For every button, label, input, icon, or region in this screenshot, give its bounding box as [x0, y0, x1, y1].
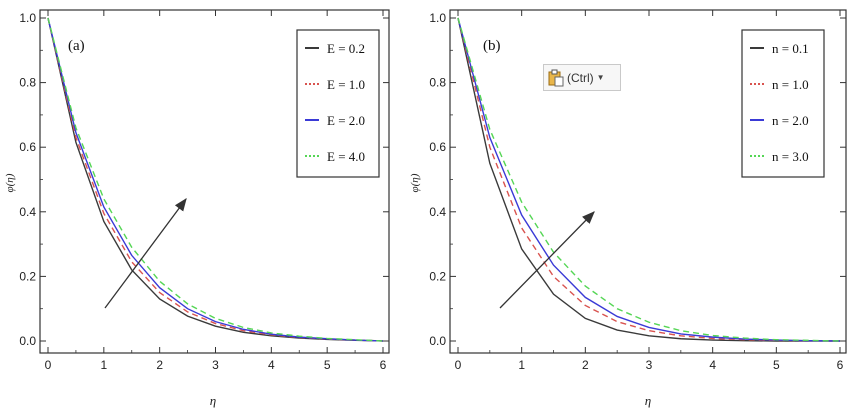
y-tick-label: 1.0: [429, 11, 446, 25]
legend-entry: n = 3.0: [772, 149, 809, 164]
series-line-4: [47, 17, 384, 342]
x-axis-label: η: [645, 393, 651, 408]
y-tick-label: 0.4: [19, 205, 36, 219]
x-tick-label: 3: [646, 358, 653, 372]
trend-arrow: [104, 197, 187, 309]
paste-options-label: (Ctrl): [567, 70, 594, 85]
panel-label: (b): [483, 38, 501, 54]
y-axis-label: φ(η): [4, 173, 16, 192]
x-tick-label: 1: [100, 358, 107, 372]
x-tick-label: 5: [773, 358, 780, 372]
x-tick-label: 1: [518, 358, 525, 372]
x-tick-label: 2: [582, 358, 589, 372]
legend-entry: n = 2.0: [772, 113, 809, 128]
x-tick-label: 3: [212, 358, 219, 372]
clipboard-icon: [548, 69, 564, 86]
x-axis-label: η: [210, 393, 216, 408]
x-tick-label: 4: [709, 358, 716, 372]
legend-entry: n = 0.1: [772, 41, 809, 56]
legend-box: [741, 29, 825, 178]
y-tick-label: 0.2: [429, 269, 446, 283]
x-tick-label: 6: [837, 358, 844, 372]
plot-frame: [39, 9, 390, 354]
y-tick-label: 0.0: [19, 334, 36, 348]
y-tick-label: 0.2: [19, 269, 36, 283]
x-tick-label: 2: [156, 358, 163, 372]
paste-options-button[interactable]: (Ctrl) ▼: [543, 64, 621, 91]
chart-panel-b: 0.0 0.2 0.4 0.6 0.8 1.0 0 1 2 3 4 5 6 η φ(η) (b) n = 0.1…: [409, 9, 847, 408]
y-tick-label: 0.6: [429, 140, 446, 154]
y-tick-label: 1.0: [19, 11, 36, 25]
legend-entry: E = 1.0: [327, 77, 365, 92]
chart-panel-a: 0.0 0.2 0.4 0.6 0.8 1.0 0 1 2 3 4 5 6 η φ(η) (a) E = 0.2…: [4, 9, 390, 408]
legend-entry: n = 1.0: [772, 77, 809, 92]
plot-frame: [449, 9, 847, 354]
series-line-1: [457, 17, 840, 342]
y-tick-label: 0.4: [429, 205, 446, 219]
legend-entry: E = 0.2: [327, 41, 365, 56]
x-tick-label: 6: [380, 358, 387, 372]
x-tick-label: 5: [324, 358, 331, 372]
y-tick-label: 0.6: [19, 140, 36, 154]
y-axis-label: φ(η): [409, 173, 421, 192]
trend-arrow: [499, 211, 595, 309]
x-tick-label: 4: [268, 358, 275, 372]
legend-entry: E = 2.0: [327, 113, 365, 128]
y-tick-label: 0.8: [429, 76, 446, 90]
series-line-2: [47, 17, 384, 342]
legend-box: [296, 29, 380, 178]
y-tick-label: 0.0: [429, 334, 446, 348]
legend-entry: E = 4.0: [327, 149, 365, 164]
panel-label: (a): [68, 38, 85, 54]
y-tick-label: 0.8: [19, 76, 36, 90]
series-line-4: [457, 17, 841, 342]
x-tick-label: 0: [45, 358, 52, 372]
caret-down-icon: ▼: [596, 73, 605, 82]
x-tick-label: 0: [455, 358, 462, 372]
